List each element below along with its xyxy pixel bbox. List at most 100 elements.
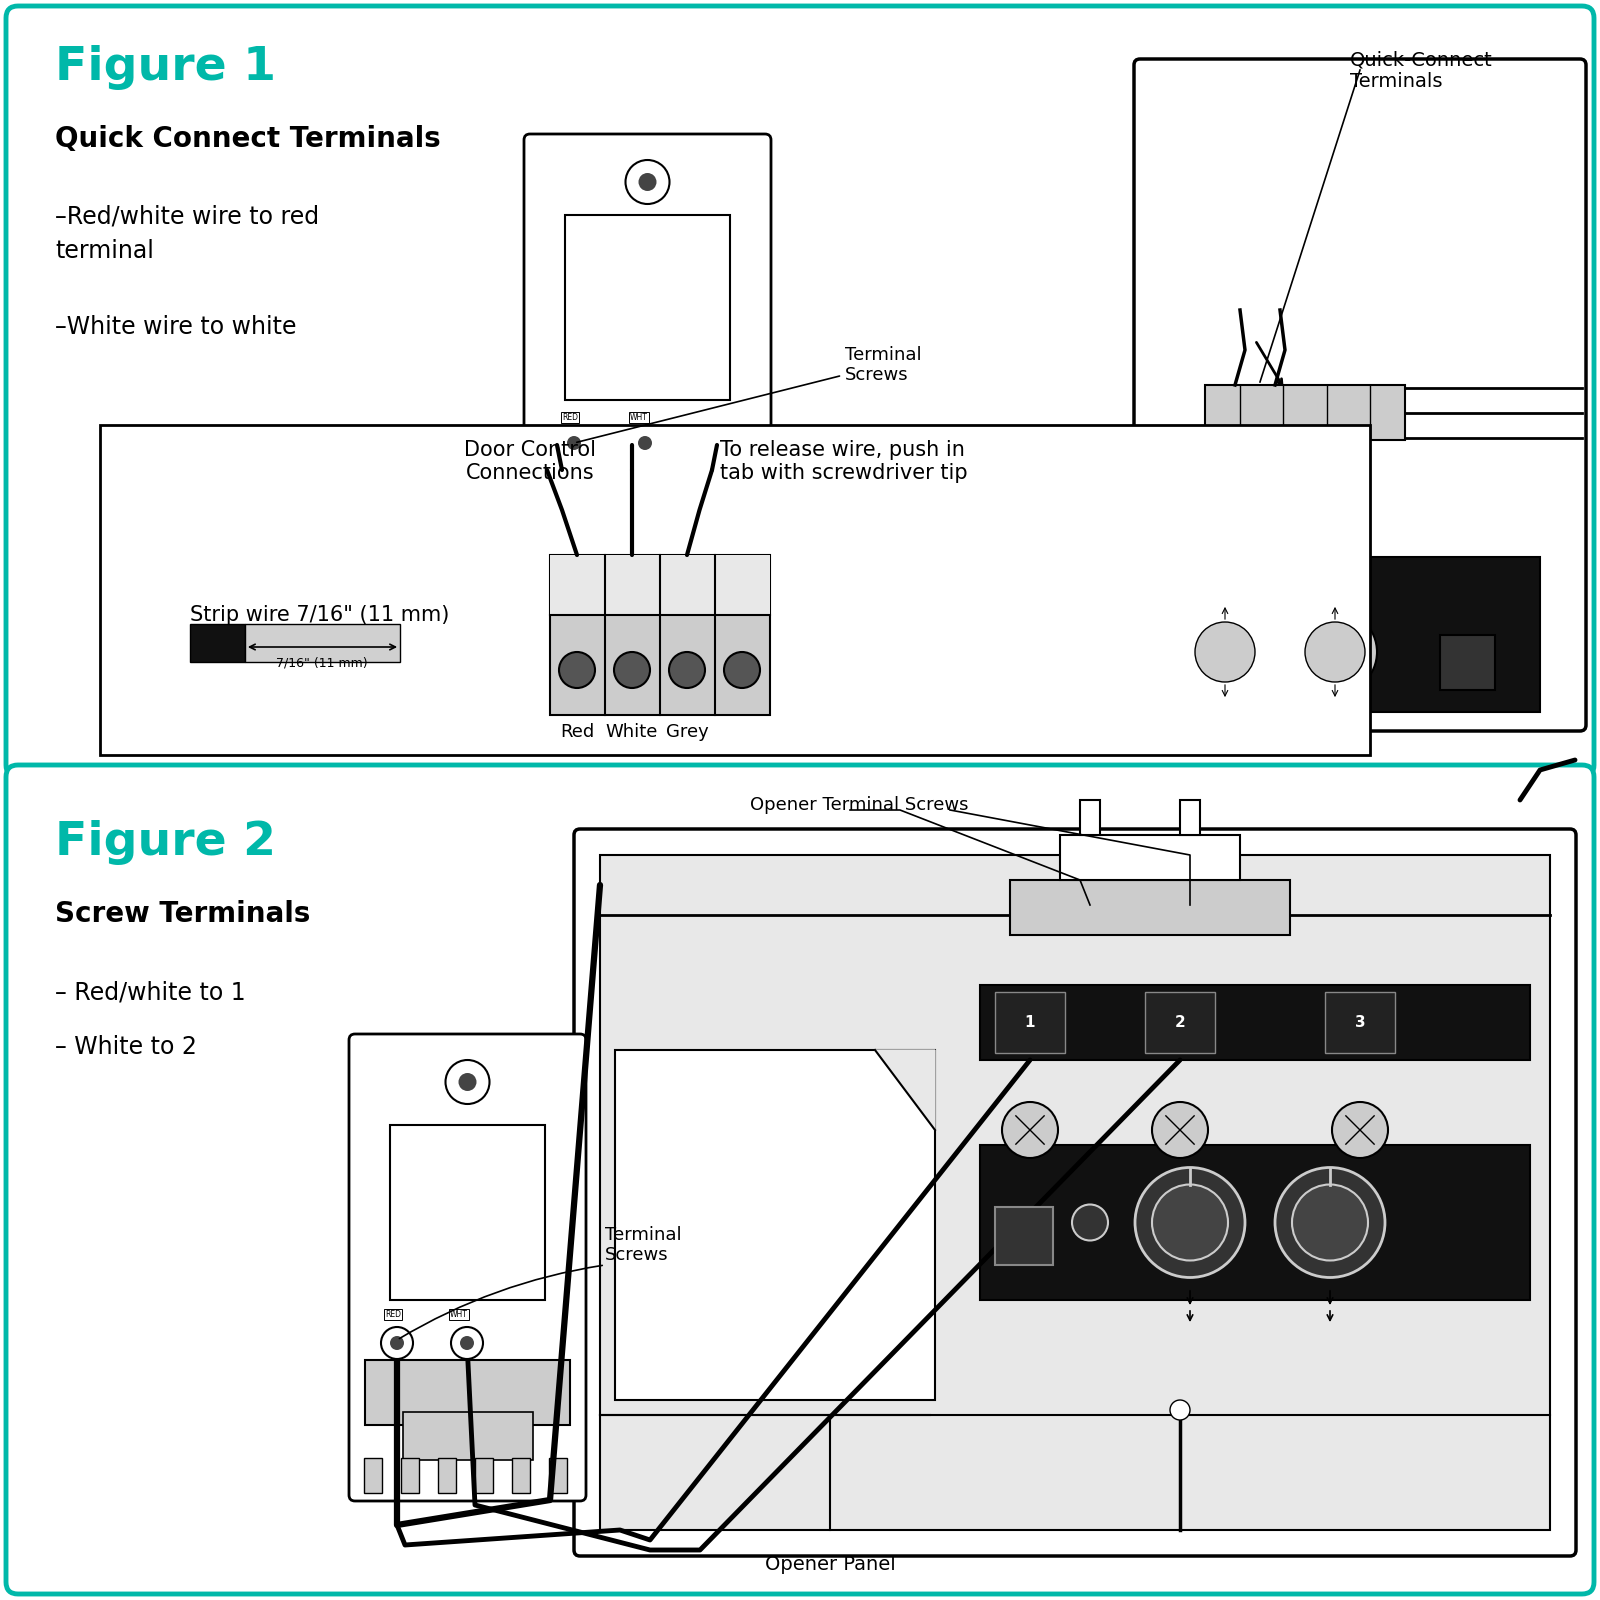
Bar: [438, 1458, 456, 1493]
Text: 2: 2: [1174, 1014, 1186, 1030]
Bar: [979, 986, 1530, 1059]
FancyBboxPatch shape: [574, 829, 1576, 1555]
Bar: [475, 1458, 493, 1493]
Bar: [245, 624, 400, 662]
Bar: [979, 1146, 1530, 1299]
Bar: [550, 555, 770, 614]
Circle shape: [451, 1326, 483, 1358]
Bar: [365, 1360, 570, 1426]
Circle shape: [381, 1326, 413, 1358]
Circle shape: [445, 1059, 490, 1104]
Circle shape: [1152, 1102, 1208, 1158]
Text: Quick Connect Terminals: Quick Connect Terminals: [54, 125, 440, 154]
Bar: [550, 555, 770, 715]
FancyBboxPatch shape: [349, 1034, 586, 1501]
Circle shape: [1195, 622, 1254, 682]
Text: Grey: Grey: [666, 723, 709, 741]
Text: Quick-Connect
Terminals: Quick-Connect Terminals: [1350, 50, 1493, 91]
Bar: [1440, 635, 1494, 690]
Bar: [731, 554, 749, 590]
Bar: [1010, 880, 1290, 934]
Text: Bell Wire: Bell Wire: [795, 496, 875, 514]
Circle shape: [723, 653, 760, 688]
Text: 3: 3: [1355, 1014, 1365, 1030]
FancyBboxPatch shape: [525, 134, 771, 602]
Bar: [541, 554, 558, 590]
FancyBboxPatch shape: [6, 765, 1594, 1594]
Bar: [549, 1458, 566, 1493]
Text: –White wire to white: –White wire to white: [54, 315, 296, 339]
Text: Figure 2: Figure 2: [54, 819, 277, 866]
Circle shape: [1072, 1205, 1107, 1240]
Circle shape: [1293, 1184, 1368, 1261]
Bar: [365, 1458, 382, 1493]
Circle shape: [629, 427, 661, 459]
Bar: [579, 554, 597, 590]
Circle shape: [459, 1074, 477, 1091]
Text: 1: 1: [1024, 1014, 1035, 1030]
Circle shape: [461, 1336, 474, 1350]
FancyBboxPatch shape: [1134, 59, 1586, 731]
Circle shape: [626, 160, 669, 203]
Circle shape: [638, 435, 653, 450]
Text: To release wire, push in
tab with screwdriver tip: To release wire, push in tab with screwd…: [720, 440, 968, 483]
Text: Door Control
Connections: Door Control Connections: [464, 440, 595, 483]
Circle shape: [390, 1336, 403, 1350]
Bar: [541, 461, 750, 525]
Bar: [600, 854, 1550, 1530]
Text: Terminal
Screws: Terminal Screws: [576, 346, 922, 442]
Circle shape: [1293, 610, 1378, 694]
Bar: [512, 1458, 530, 1493]
Text: Terminal
Screws: Terminal Screws: [605, 1226, 682, 1264]
Circle shape: [558, 653, 595, 688]
FancyBboxPatch shape: [6, 6, 1594, 778]
Text: Strip wire 7/16" (11 mm): Strip wire 7/16" (11 mm): [190, 605, 450, 626]
Bar: [1181, 800, 1200, 835]
Bar: [614, 1050, 934, 1400]
Circle shape: [669, 653, 706, 688]
Bar: [390, 1125, 546, 1299]
Bar: [1080, 800, 1101, 835]
Circle shape: [1170, 1400, 1190, 1421]
Bar: [1205, 386, 1405, 440]
Text: Screw Terminals: Screw Terminals: [54, 899, 310, 928]
Circle shape: [1275, 1168, 1386, 1277]
Bar: [654, 554, 674, 590]
Text: WHT: WHT: [450, 1310, 467, 1318]
Circle shape: [558, 427, 590, 459]
Text: Red: Red: [560, 723, 594, 741]
Circle shape: [1134, 1168, 1245, 1277]
Text: RED: RED: [386, 1310, 402, 1318]
Text: Opener Terminal Screws: Opener Terminal Screws: [750, 795, 968, 814]
Circle shape: [1306, 622, 1365, 682]
Bar: [565, 214, 730, 400]
Bar: [579, 510, 715, 555]
Text: –Red/white wire to red
terminal: –Red/white wire to red terminal: [54, 205, 318, 262]
Bar: [618, 554, 635, 590]
Text: – White to 2: – White to 2: [54, 1035, 197, 1059]
Circle shape: [1182, 610, 1267, 694]
Bar: [1170, 557, 1539, 712]
Text: 7/16" (11 mm): 7/16" (11 mm): [277, 658, 368, 670]
Circle shape: [1333, 1102, 1389, 1158]
Text: WHT: WHT: [630, 413, 648, 422]
Bar: [995, 1206, 1053, 1266]
Bar: [402, 1458, 419, 1493]
Text: Opener Panel: Opener Panel: [765, 1555, 896, 1574]
Circle shape: [566, 435, 581, 450]
Text: RED: RED: [562, 413, 578, 422]
Text: Bell Wire: Bell Wire: [610, 1406, 690, 1424]
Text: Figure 1: Figure 1: [54, 45, 277, 90]
Bar: [1059, 835, 1240, 880]
Circle shape: [638, 173, 656, 190]
Polygon shape: [875, 1050, 934, 1130]
Circle shape: [1002, 1102, 1058, 1158]
Bar: [1325, 992, 1395, 1053]
Bar: [995, 992, 1066, 1053]
Text: White: White: [606, 723, 658, 741]
Circle shape: [1152, 1184, 1229, 1261]
Bar: [693, 554, 710, 590]
Bar: [1146, 992, 1214, 1053]
Bar: [99, 426, 1370, 755]
Bar: [403, 1411, 533, 1459]
